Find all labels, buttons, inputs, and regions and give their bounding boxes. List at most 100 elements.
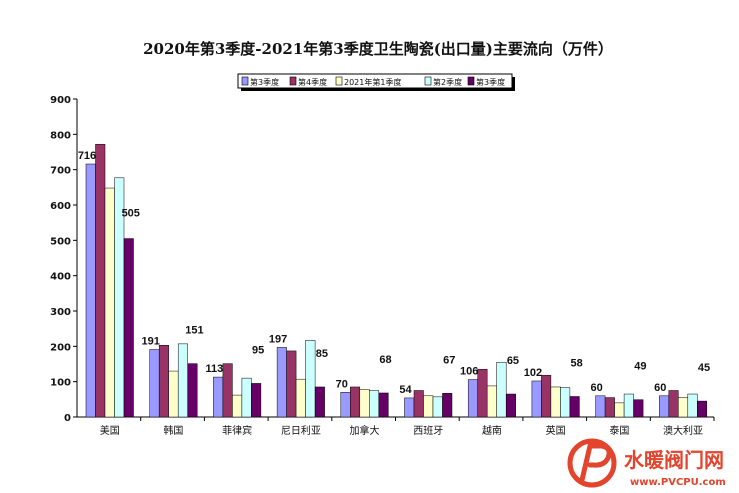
x-tick-label: 英国 <box>546 424 566 437</box>
x-tick-label: 菲律宾 <box>222 424 252 437</box>
bar <box>697 400 708 418</box>
x-tick-label: 越南 <box>482 424 502 437</box>
bar <box>467 379 478 418</box>
bar <box>168 370 179 418</box>
chart-data-labels: 716 505 191 151 113 95 197 85 70 68 54 67 106 65 102 58… <box>78 150 710 396</box>
bar <box>241 377 252 418</box>
bar <box>95 143 106 418</box>
bar <box>432 396 443 418</box>
legend-swatch <box>467 76 475 86</box>
bar <box>505 393 516 418</box>
bar <box>104 187 115 418</box>
y-tick-label: 600 <box>50 201 71 212</box>
bar <box>633 399 644 418</box>
data-label: 58 <box>571 358 583 370</box>
bar <box>614 402 625 418</box>
legend-swatch <box>289 76 297 86</box>
bar <box>541 375 552 418</box>
bar <box>222 363 233 418</box>
data-label: 60 <box>590 382 602 394</box>
bar <box>560 387 571 418</box>
watermark-logo <box>567 438 617 488</box>
bar <box>687 393 698 418</box>
data-label: 65 <box>507 355 519 367</box>
bar <box>477 369 488 418</box>
bar <box>295 378 306 418</box>
chart-title: 2020年第3季度-2021年第3季度卫生陶瓷(出口量)主要流向（万件） <box>143 40 613 58</box>
chart-bars <box>85 143 708 418</box>
bar <box>496 361 507 418</box>
legend-label: 第3季度 <box>250 77 279 87</box>
chart-axes <box>76 99 714 418</box>
legend-swatch <box>424 76 432 86</box>
bar <box>423 395 434 418</box>
bar <box>595 395 606 418</box>
legend-swatch <box>241 76 249 86</box>
data-label: 68 <box>379 354 391 366</box>
watermark: 水暖阀门网 www.PVCPU.com <box>567 438 726 488</box>
legend-label: 2021年第1季度 <box>344 77 401 87</box>
bar <box>569 396 580 418</box>
legend-label: 第2季度 <box>433 77 462 87</box>
legend-swatch <box>335 76 343 86</box>
data-label: 95 <box>252 344 264 356</box>
data-label: 49 <box>634 361 646 373</box>
watermark-url: www.PVCPU.com <box>630 477 726 488</box>
data-label: 54 <box>399 384 412 396</box>
data-label: 151 <box>185 325 203 337</box>
bar <box>369 390 380 418</box>
bar <box>678 397 689 418</box>
bar <box>85 163 96 418</box>
bar <box>604 397 615 418</box>
bar <box>531 380 542 418</box>
watermark-brand: 水暖阀门网 <box>624 448 724 472</box>
bar <box>123 238 134 418</box>
bar <box>668 390 679 418</box>
data-label: 191 <box>142 336 160 348</box>
y-tick-label: 100 <box>50 378 71 389</box>
bar <box>413 390 424 418</box>
y-tick-label: 0 <box>64 413 71 424</box>
bar <box>286 350 297 418</box>
bar <box>158 345 169 418</box>
bar <box>187 363 198 418</box>
bar <box>623 393 634 418</box>
data-label: 67 <box>443 354 455 366</box>
y-tick-label: 900 <box>50 95 71 106</box>
data-label: 505 <box>122 208 140 220</box>
data-label: 106 <box>460 366 478 378</box>
bar <box>314 386 325 418</box>
bar <box>378 392 389 418</box>
x-tick-label: 尼日利亚 <box>281 425 321 437</box>
data-label: 197 <box>269 333 287 345</box>
bar <box>177 343 188 418</box>
data-label: 113 <box>206 363 224 375</box>
legend-label: 第4季度 <box>298 77 327 87</box>
x-tick-label: 韩国 <box>163 424 183 437</box>
x-tick-label: 澳大利亚 <box>663 424 703 437</box>
y-tick-label: 800 <box>50 130 71 141</box>
data-label: 102 <box>524 367 542 379</box>
bar <box>359 389 370 418</box>
bar <box>213 376 224 418</box>
chart-legend: 第3季度 第4季度 2021年第1季度 第2季度 第3季度 <box>237 73 515 91</box>
data-label: 45 <box>698 362 710 374</box>
bar <box>149 349 160 418</box>
bar <box>232 394 243 418</box>
bar <box>659 395 670 418</box>
bar <box>350 386 361 418</box>
x-tick-label: 泰国 <box>609 424 629 437</box>
data-label: 716 <box>78 150 96 162</box>
y-tick-label: 200 <box>50 342 71 353</box>
legend-box <box>237 73 513 89</box>
y-axis-ticks: 0 100 200 300 400 500 600 700 800 900 <box>50 95 77 424</box>
data-label: 60 <box>654 382 666 394</box>
data-label: 70 <box>336 378 348 390</box>
y-tick-label: 400 <box>50 272 71 283</box>
x-tick-label: 美国 <box>100 424 120 437</box>
bar <box>276 347 287 418</box>
x-tick-label: 西班牙 <box>413 425 443 437</box>
data-label: 85 <box>316 348 328 360</box>
bar <box>404 397 415 418</box>
